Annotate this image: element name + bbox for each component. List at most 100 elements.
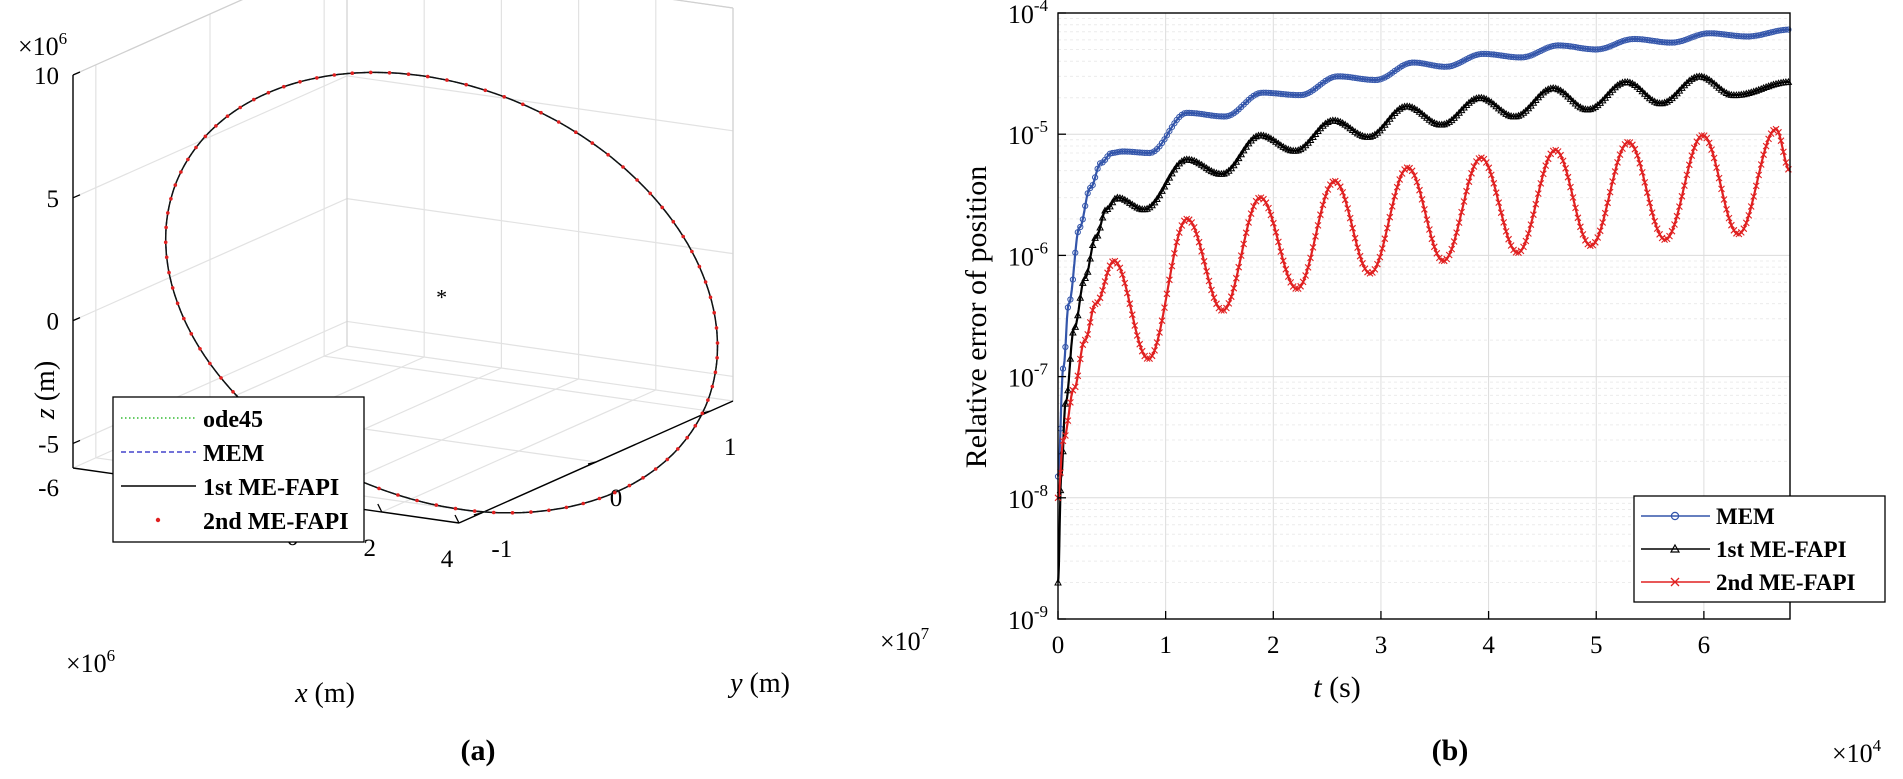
panel-b-y-tick-label: 10-7 — [1008, 360, 1049, 393]
series-marker-1st-me-fapi — [1150, 198, 1159, 206]
series-marker-2nd-me-fapi — [1418, 196, 1426, 203]
series-marker-2nd-me-fapi — [1079, 341, 1087, 349]
series-marker-1st-me-fapi — [1663, 97, 1671, 105]
series-marker-2nd-me-fapi — [1430, 243, 1438, 251]
series-marker-2nd-me-fapi — [1537, 180, 1545, 187]
orbit-2nd-me-fapi-point — [653, 467, 658, 471]
series-marker-2nd-me-fapi — [1698, 132, 1706, 139]
series-marker-2nd-me-fapi — [1245, 219, 1252, 226]
orbit-2nd-me-fapi-point — [539, 110, 543, 115]
orbit-2nd-me-fapi-point — [693, 424, 698, 428]
series-marker-2nd-me-fapi — [1572, 204, 1579, 212]
series-marker-1st-me-fapi — [1177, 157, 1186, 165]
panel-b-plot-frame — [1057, 12, 1791, 620]
series-marker-2nd-me-fapi — [1762, 142, 1770, 150]
series-marker-2nd-me-fapi — [1582, 236, 1589, 244]
series-marker-2nd-me-fapi — [1520, 243, 1527, 251]
panel-b-x-tick-label: 4 — [1482, 632, 1495, 659]
panel-b-x-exponent: ×104 — [1832, 736, 1882, 768]
series-marker-1st-me-fapi — [1088, 240, 1097, 248]
panel-a-y-tick — [473, 512, 482, 516]
series-marker-1st-me-fapi — [1445, 117, 1454, 125]
orbit-2nd-me-fapi-point — [713, 370, 718, 375]
panel-b-y-tick-label: 10-9 — [1008, 602, 1048, 635]
series-marker-2nd-me-fapi — [1683, 171, 1691, 179]
panel-b-x-tick-label: 2 — [1267, 632, 1280, 659]
series-marker-1st-me-fapi — [1165, 173, 1174, 181]
series-marker-2nd-me-fapi — [1173, 238, 1181, 246]
series-marker-1st-me-fapi — [1242, 142, 1251, 150]
series-marker-2nd-me-fapi — [1554, 148, 1562, 155]
series-marker-mem — [1089, 182, 1096, 189]
orbit-2nd-me-fapi-point — [690, 249, 694, 254]
legend-entry-b-mem: MEM — [1641, 504, 1775, 529]
series-marker-2nd-me-fapi — [1069, 386, 1077, 394]
series-marker-2nd-me-fapi — [1619, 145, 1626, 152]
series-marker-2nd-me-fapi — [1673, 212, 1681, 220]
series-marker-2nd-me-fapi — [1525, 230, 1532, 237]
series-marker-2nd-me-fapi — [1426, 226, 1433, 233]
series-marker-2nd-me-fapi — [1408, 167, 1416, 175]
series-marker-1st-me-fapi — [1232, 157, 1241, 165]
series-marker-2nd-me-fapi — [1388, 203, 1396, 210]
series-marker-2nd-me-fapi — [1062, 432, 1069, 439]
series-marker-1st-me-fapi — [1319, 121, 1327, 129]
orbit-2nd-me-fapi-point — [521, 102, 525, 107]
series-marker-1st-me-fapi — [1640, 89, 1649, 97]
series-marker-2nd-me-fapi — [1438, 257, 1446, 264]
legend-entry-2nd-me-fapi: 2nd ME-FAPI — [155, 509, 349, 535]
series-marker-2nd-me-fapi — [1200, 257, 1208, 265]
series-marker-2nd-me-fapi — [1460, 198, 1468, 205]
series-marker-1st-me-fapi — [1153, 194, 1161, 202]
series-marker-mem — [1067, 296, 1074, 303]
series-marker-2nd-me-fapi — [1708, 146, 1715, 153]
series-marker-2nd-me-fapi — [1567, 183, 1574, 191]
series-marker-2nd-me-fapi — [1223, 304, 1230, 312]
series-marker-1st-me-fapi — [1519, 108, 1528, 116]
series-marker-1st-me-fapi — [1069, 328, 1077, 336]
series-marker-2nd-me-fapi — [1096, 294, 1104, 302]
series-marker-2nd-me-fapi — [1616, 151, 1624, 158]
orbit-2nd-me-fapi-point — [621, 165, 625, 169]
series-marker-2nd-me-fapi — [1114, 259, 1121, 267]
series-marker-1st-me-fapi — [1423, 113, 1431, 121]
series-marker-2nd-me-fapi — [1128, 311, 1136, 319]
panel-a-x-tick-label: 4 — [441, 546, 454, 573]
series-marker-mem — [1082, 202, 1089, 209]
series-marker-2nd-me-fapi — [1750, 193, 1758, 200]
series-marker-2nd-me-fapi — [1166, 276, 1173, 284]
series-marker-1st-me-fapi — [1106, 202, 1114, 210]
orbit-2nd-me-fapi-point — [681, 234, 685, 239]
series-marker-2nd-me-fapi — [1591, 238, 1599, 246]
series-marker-2nd-me-fapi — [1183, 215, 1191, 223]
orbit-2nd-me-fapi-point — [491, 510, 496, 515]
series-marker-1st-me-fapi — [1564, 92, 1572, 100]
series-marker-2nd-me-fapi — [1210, 294, 1218, 302]
legend-label-mem: MEM — [203, 441, 264, 467]
series-marker-2nd-me-fapi — [1346, 214, 1354, 222]
series-marker-2nd-me-fapi — [1059, 437, 1067, 445]
series-marker-1st-me-fapi — [1076, 293, 1085, 301]
series-marker-mem — [1094, 165, 1101, 172]
series-marker-2nd-me-fapi — [1624, 138, 1631, 146]
panel-b-x-label: t (s) — [1313, 671, 1361, 704]
panel-a-box-edge — [672, 0, 734, 9]
series-marker-2nd-me-fapi — [1151, 347, 1158, 354]
series-marker-2nd-me-fapi — [1690, 144, 1698, 152]
series-marker-1st-me-fapi — [1658, 99, 1666, 107]
series-marker-1st-me-fapi — [1145, 203, 1154, 211]
series-marker-2nd-me-fapi — [1133, 332, 1141, 339]
orbit-2nd-me-fapi-point — [434, 503, 439, 507]
series-marker-1st-me-fapi — [1393, 106, 1402, 114]
series-marker-2nd-me-fapi — [1374, 260, 1381, 268]
series-marker-2nd-me-fapi — [1168, 262, 1176, 270]
orbit-2nd-me-fapi-point — [186, 157, 190, 162]
series-marker-2nd-me-fapi — [1495, 199, 1503, 206]
orbit-2nd-me-fapi-point — [703, 280, 708, 284]
series-marker-2nd-me-fapi — [1413, 178, 1421, 186]
series-marker-2nd-me-fapi — [1611, 168, 1619, 175]
orbit-2nd-me-fapi-point — [714, 326, 719, 330]
panel-a-y-ticks: -1 0 1 — [473, 410, 736, 563]
